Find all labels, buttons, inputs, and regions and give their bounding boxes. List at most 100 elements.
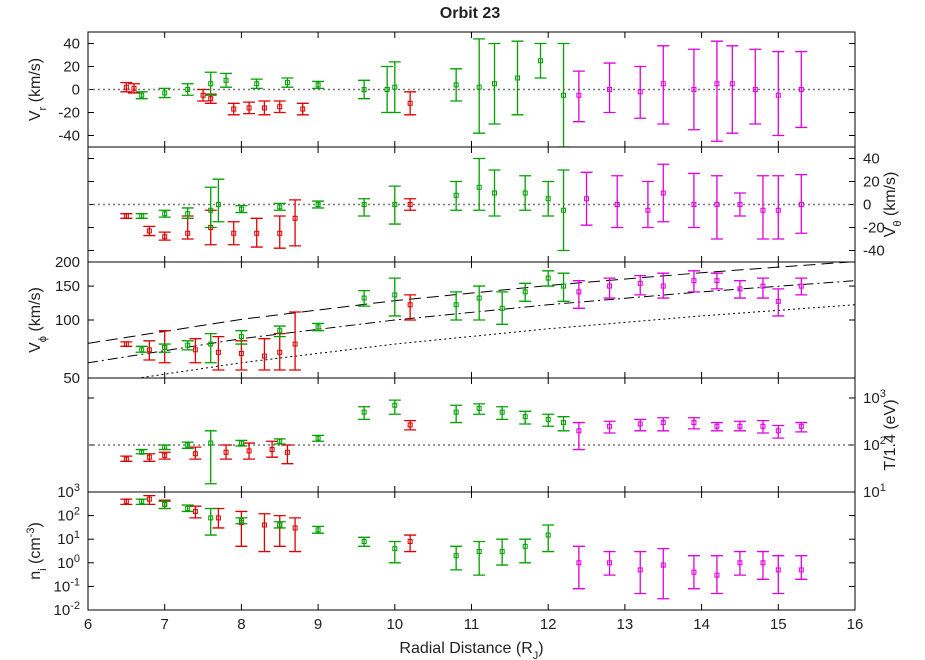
error-bar — [204, 332, 217, 364]
error-bar — [227, 221, 240, 246]
data-point — [775, 428, 781, 434]
error-bar — [657, 272, 670, 299]
data-point — [162, 234, 168, 240]
error-bar — [572, 280, 585, 309]
data-point — [407, 202, 413, 207]
error-bar — [120, 81, 133, 93]
error-bar — [273, 100, 286, 114]
x-tick-label: 15 — [770, 616, 787, 633]
error-bar — [381, 65, 394, 114]
error-bar — [289, 517, 302, 553]
data-point — [499, 549, 505, 555]
error-bar — [634, 65, 647, 119]
error-bar — [273, 514, 286, 547]
data-point — [545, 416, 551, 422]
error-bar — [273, 325, 286, 338]
x-tick-label: 12 — [540, 616, 557, 633]
error-bar — [557, 169, 570, 252]
data-point — [760, 423, 766, 429]
data-point — [691, 420, 697, 426]
data-point — [645, 207, 651, 213]
error-bar — [289, 311, 302, 371]
data-point — [522, 289, 528, 295]
error-bar — [657, 163, 670, 223]
exponent: 3 — [880, 388, 886, 400]
error-bar — [358, 536, 371, 547]
data-point — [208, 207, 214, 213]
model-line — [141, 304, 855, 378]
data-point — [392, 202, 398, 207]
x-axis-label-part: ) — [538, 640, 543, 657]
error-bar — [572, 70, 585, 123]
data-point — [246, 105, 252, 111]
y-axis-label: Vr (km/s) — [27, 58, 49, 121]
data-point — [123, 84, 129, 90]
plot-area — [88, 38, 855, 147]
y-axis-label-part: -3 — [25, 528, 37, 538]
data-point — [123, 498, 129, 504]
data-point — [798, 283, 804, 289]
error-bar — [197, 88, 210, 102]
error-bar — [542, 180, 555, 217]
panel-frame — [87, 377, 856, 493]
exponent: -2 — [70, 600, 80, 612]
data-point — [691, 87, 697, 92]
error-bar — [204, 186, 217, 229]
data-point — [123, 213, 129, 219]
x-axis-label-part: Radial Distance (R — [399, 640, 532, 657]
error-bar — [519, 282, 532, 302]
data-point — [185, 230, 191, 236]
model-line — [88, 262, 855, 344]
error-bar — [710, 272, 723, 290]
data-point — [729, 81, 735, 87]
error-bar — [634, 418, 647, 432]
error-bar — [258, 513, 271, 553]
data-point — [192, 451, 198, 457]
data-point — [476, 295, 482, 301]
y-axis-label-part: V — [27, 342, 44, 353]
error-bar — [687, 48, 700, 131]
error-bar — [749, 48, 762, 125]
error-bar — [687, 270, 700, 293]
data-point — [315, 202, 321, 207]
y-tick-label: 0 — [72, 82, 80, 99]
y-tick-label: 40 — [63, 36, 80, 53]
x-tick-label: 10 — [386, 616, 403, 633]
data-point — [775, 92, 781, 98]
error-bar — [488, 169, 501, 217]
data-point — [139, 498, 145, 504]
data-point — [208, 440, 214, 446]
x-axis-label: Radial Distance (RJ) — [399, 640, 543, 660]
error-bar — [519, 175, 532, 211]
error-bar — [772, 555, 785, 595]
error-bar — [511, 40, 524, 116]
y-axis-label-part: T/1.4 (eV) — [882, 399, 899, 470]
data-point — [185, 442, 191, 448]
data-point — [584, 196, 590, 202]
error-bar — [189, 446, 202, 460]
error-bar — [212, 507, 225, 529]
data-point — [277, 328, 283, 334]
data-point — [238, 518, 244, 524]
error-bar — [358, 406, 371, 421]
y-tick-label: 102 — [57, 506, 80, 525]
data-point — [361, 295, 367, 301]
y-tick-label: 101 — [57, 529, 80, 548]
error-bar — [557, 272, 570, 302]
y-tick-label: 20 — [863, 174, 880, 191]
y-tick-label: 150 — [55, 278, 80, 295]
data-point — [231, 230, 237, 236]
data-point — [392, 402, 398, 408]
error-bar — [557, 416, 570, 432]
error-bar — [204, 507, 217, 536]
x-tick-label: 13 — [617, 616, 634, 633]
data-point — [492, 190, 498, 196]
data-point — [300, 106, 306, 112]
data-point — [453, 192, 459, 198]
error-bar — [733, 550, 746, 576]
error-bar — [733, 280, 746, 299]
data-point — [522, 543, 528, 549]
error-bar — [250, 217, 263, 248]
data-point — [660, 81, 666, 87]
